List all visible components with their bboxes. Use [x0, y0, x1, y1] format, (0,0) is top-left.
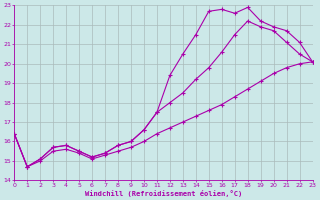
X-axis label: Windchill (Refroidissement éolien,°C): Windchill (Refroidissement éolien,°C): [85, 190, 242, 197]
